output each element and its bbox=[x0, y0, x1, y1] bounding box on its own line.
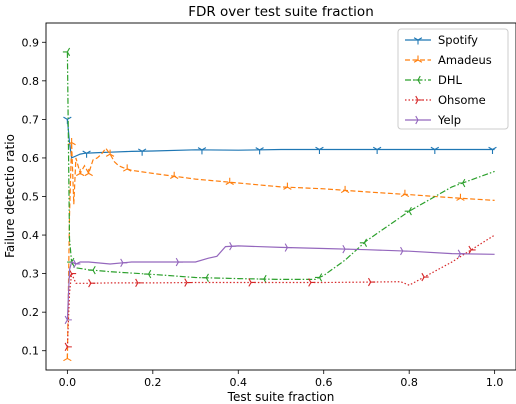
data-point bbox=[283, 182, 292, 190]
data-point bbox=[63, 353, 72, 362]
legend-marker bbox=[413, 75, 421, 85]
data-point bbox=[308, 278, 316, 287]
data-point bbox=[184, 278, 192, 287]
legend-marker bbox=[413, 37, 423, 45]
legend-label: Spotify bbox=[438, 33, 478, 47]
y-tick-label: 0.1 bbox=[22, 345, 40, 358]
legend-label: Ohsome bbox=[438, 93, 486, 107]
y-tick-label: 0.6 bbox=[22, 152, 40, 165]
data-point bbox=[73, 259, 81, 269]
data-point bbox=[456, 193, 465, 201]
data-point bbox=[315, 146, 324, 154]
data-point bbox=[75, 168, 85, 177]
series-line-ohsome bbox=[66, 234, 495, 347]
y-tick-label: 0.9 bbox=[22, 36, 40, 49]
data-point bbox=[84, 168, 93, 177]
x-tick-label: 0.2 bbox=[144, 376, 162, 389]
series-spotify bbox=[63, 116, 497, 159]
legend-entry-yelp: Yelp bbox=[405, 113, 461, 127]
data-point bbox=[64, 342, 72, 352]
x-axis-label: Test suite fraction bbox=[227, 390, 335, 404]
data-point bbox=[368, 277, 376, 287]
data-point bbox=[88, 279, 96, 288]
data-point bbox=[120, 258, 128, 268]
data-point bbox=[284, 243, 292, 252]
legend-entry-amadeus: Amadeus bbox=[405, 53, 492, 67]
data-point bbox=[201, 273, 209, 282]
data-point bbox=[340, 185, 350, 194]
data-point bbox=[430, 146, 440, 154]
y-tick-label: 0.3 bbox=[22, 268, 40, 281]
y-tick-label: 0.5 bbox=[22, 191, 40, 204]
y-axis: 0.1 0.2 0.3 0.4 0.5 0.6 0.7 0.8 0.9 bbox=[22, 36, 46, 358]
series-line-yelp bbox=[66, 245, 495, 320]
legend: Spotify Amadeus DHL Ohsome Yelp bbox=[397, 28, 509, 130]
data-point bbox=[421, 272, 429, 282]
data-point bbox=[229, 242, 237, 251]
data-point bbox=[82, 150, 91, 158]
y-axis-label: Failure detectio ratio bbox=[3, 134, 17, 258]
x-tick-label: 0.4 bbox=[230, 376, 248, 389]
data-point bbox=[488, 146, 497, 154]
data-point bbox=[64, 315, 72, 325]
series-amadeus bbox=[63, 138, 495, 362]
data-point bbox=[175, 257, 183, 267]
data-point bbox=[135, 278, 143, 288]
data-point bbox=[225, 177, 234, 185]
series-ohsome bbox=[64, 234, 495, 352]
data-point bbox=[255, 147, 264, 155]
legend-entry-spotify: Spotify bbox=[405, 33, 478, 47]
data-point bbox=[372, 146, 382, 154]
x-tick-label: 1.0 bbox=[486, 376, 504, 389]
data-point bbox=[88, 265, 96, 275]
data-point bbox=[400, 189, 410, 198]
x-tick-label: 0.0 bbox=[59, 376, 77, 389]
y-tick-label: 0.2 bbox=[22, 306, 40, 319]
legend-entry-ohsome: Ohsome bbox=[405, 93, 486, 107]
series-line-spotify bbox=[66, 119, 495, 159]
legend-marker bbox=[415, 115, 423, 125]
data-point bbox=[314, 273, 323, 282]
y-tick-label: 0.7 bbox=[22, 113, 40, 126]
x-axis: 0.0 0.2 0.4 0.6 0.8 1.0 bbox=[59, 370, 504, 389]
legend-marker bbox=[413, 55, 423, 63]
legend-label: DHL bbox=[438, 73, 463, 87]
data-point bbox=[197, 147, 207, 155]
data-point bbox=[105, 149, 115, 157]
data-point bbox=[137, 148, 147, 156]
data-point bbox=[359, 238, 368, 247]
data-point bbox=[68, 269, 77, 278]
data-point bbox=[342, 244, 350, 254]
chart-title: FDR over test suite fraction bbox=[188, 4, 374, 20]
series-line-dhl bbox=[66, 51, 495, 280]
x-tick-label: 0.6 bbox=[315, 376, 333, 389]
data-point bbox=[63, 116, 72, 124]
data-point bbox=[400, 246, 408, 256]
data-point bbox=[457, 249, 465, 258]
plot-area bbox=[62, 47, 497, 362]
data-point bbox=[169, 171, 179, 179]
x-tick-label: 0.8 bbox=[400, 376, 418, 389]
series-yelp bbox=[64, 242, 495, 325]
legend-label: Amadeus bbox=[438, 53, 492, 67]
y-tick-label: 0.8 bbox=[22, 75, 40, 88]
data-point bbox=[122, 164, 132, 172]
series-line-amadeus bbox=[66, 142, 495, 359]
data-point bbox=[62, 47, 71, 57]
data-point bbox=[458, 178, 466, 188]
y-tick-label: 0.4 bbox=[22, 229, 40, 242]
legend-label: Yelp bbox=[437, 113, 461, 127]
data-point bbox=[468, 245, 476, 255]
data-point bbox=[404, 206, 412, 216]
data-point bbox=[248, 278, 256, 287]
legend-marker bbox=[415, 95, 423, 105]
legend-entry-dhl: DHL bbox=[405, 73, 463, 87]
legend-frame bbox=[397, 28, 509, 130]
data-point bbox=[144, 269, 152, 279]
